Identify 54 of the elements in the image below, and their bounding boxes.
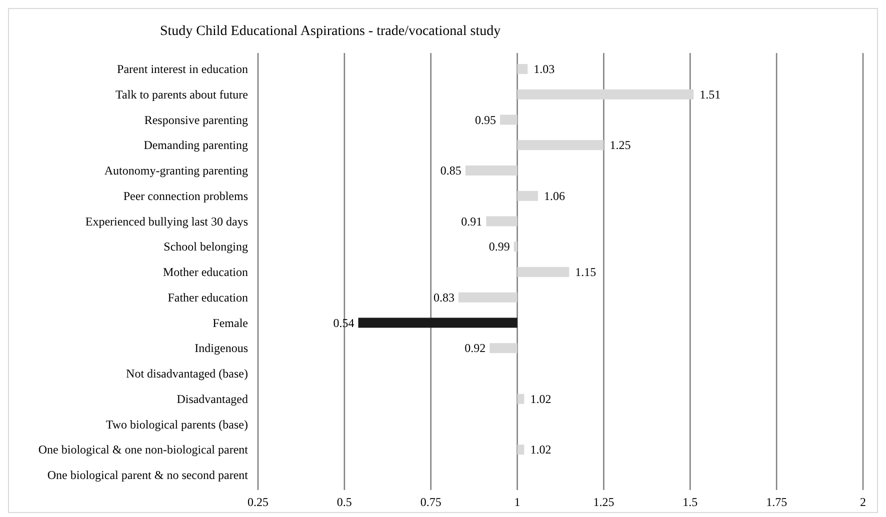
bar [517, 140, 604, 150]
x-tick-label: 1.75 [766, 495, 788, 509]
x-tick-label: 1 [514, 495, 520, 509]
x-tick-label: 0.25 [248, 495, 268, 509]
bar [465, 166, 518, 176]
y-tick-label: Disadvantaged [176, 392, 248, 406]
data-label: 1.02 [530, 442, 552, 457]
bar [458, 292, 518, 302]
y-tick-label: Peer connection problems [123, 188, 248, 203]
chart-title: Study Child Educational Aspirations - trade/vocational study [160, 24, 501, 39]
bar [517, 444, 524, 455]
bar [517, 394, 524, 404]
x-tick-label: 0.75 [420, 495, 442, 509]
data-label: 0.99 [488, 240, 510, 254]
bar [517, 64, 528, 74]
data-label: 0.91 [461, 214, 482, 228]
bar [517, 190, 538, 201]
bar [500, 114, 518, 125]
y-tick-label: Talk to parents about future [116, 87, 248, 102]
y-tick-label: Female [212, 316, 248, 330]
y-tick-label: Demanding parenting [144, 138, 248, 152]
y-tick-label: Experienced bullying last 30 days [85, 214, 248, 228]
y-tick-label: Indigenous [194, 341, 248, 356]
data-label: 0.92 [464, 341, 486, 356]
y-tick-label: Parent interest in education [117, 62, 248, 76]
y-tick-label: Two biological parents (base) [106, 417, 248, 432]
bar [517, 89, 694, 100]
y-tick-label: Responsive parenting [144, 112, 248, 127]
data-label: 1.03 [534, 62, 555, 76]
data-label: 1.02 [530, 392, 552, 406]
data-label: 1.51 [700, 87, 721, 102]
y-tick-label: Mother education [163, 265, 248, 279]
bar [358, 318, 518, 328]
data-label: 1.15 [575, 265, 596, 279]
data-label: 0.85 [440, 164, 462, 178]
data-label: 1.06 [544, 188, 566, 203]
y-tick-label: Not disadvantaged (base) [126, 366, 248, 380]
data-label: 0.83 [434, 290, 455, 304]
bar [517, 267, 570, 277]
y-tick-label: Autonomy-granting parenting [104, 164, 248, 178]
x-tick-label: 1.5 [682, 495, 698, 509]
bar [514, 242, 518, 252]
y-tick-label: Father education [168, 290, 248, 304]
bar [490, 343, 518, 354]
y-tick-label: One biological parent & no second parent [47, 468, 249, 482]
data-label: 0.54 [333, 316, 354, 330]
y-tick-label: School belonging [164, 240, 248, 254]
x-tick-label: 1.25 [593, 495, 614, 509]
data-label: 0.95 [475, 112, 496, 127]
y-tick-label: One biological & one non-biological parent [38, 442, 249, 457]
x-tick-label: 2 [860, 495, 866, 509]
x-tick-label: 0.5 [336, 495, 352, 509]
bar [486, 216, 518, 226]
data-label: 1.25 [610, 138, 631, 152]
